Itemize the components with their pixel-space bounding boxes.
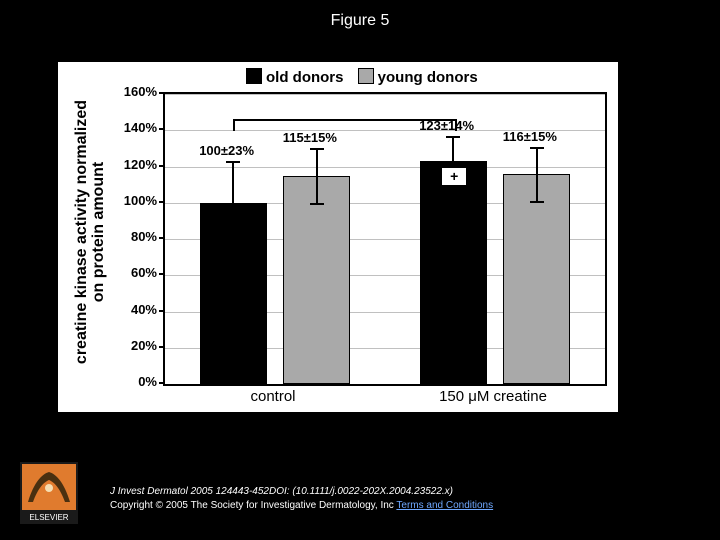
y-tick-label: 100% [115,193,157,208]
citation-line1: J Invest Dermatol 2005 124443-452DOI: (1… [110,485,493,499]
citation-footer: J Invest Dermatol 2005 124443-452DOI: (1… [110,485,493,512]
y-tick-mark [159,346,165,348]
figure-title: Figure 5 [0,0,720,36]
y-tick-mark [159,165,165,167]
terms-link[interactable]: Terms and Conditions [396,500,493,511]
grid-line [165,167,605,168]
svg-text:ELSEVIER: ELSEVIER [29,513,68,522]
chart-legend: old donors young donors [236,68,478,86]
legend-swatch-young [358,68,374,84]
y-tick-label: 20% [115,338,157,353]
y-tick-label: 120% [115,157,157,172]
error-cap [226,161,240,163]
y-tick-label: 160% [115,84,157,99]
x-category-label: control [213,388,333,405]
y-tick-mark [159,128,165,130]
error-cap [530,147,544,149]
grid-line [165,94,605,95]
error-cap [310,148,324,150]
bar [503,174,570,384]
plot-area: 100±23%115±15%123±14%+116±15% [163,92,607,386]
y-tick-label: 0% [115,374,157,389]
error-cap [530,201,544,203]
x-category-label: 150 μM creatine [433,388,553,405]
y-axis-label-line2: on protein amount [91,72,108,392]
error-cap [446,186,460,188]
legend-label-old: old donors [266,69,344,86]
y-tick-label: 40% [115,302,157,317]
y-tick-label: 140% [115,120,157,135]
y-tick-mark [159,273,165,275]
y-axis-label: creatine kinase activity normalized on p… [74,72,108,392]
error-cap [226,244,240,246]
y-tick-mark [159,310,165,312]
chart-container: creatine kinase activity normalized on p… [58,62,618,412]
y-tick-mark [159,201,165,203]
error-cap [310,203,324,205]
elsevier-logo: ELSEVIER [20,462,78,524]
bar-value-label: 100±23% [199,143,254,158]
y-tick-label: 60% [115,265,157,280]
bar [420,161,487,384]
significance-marker: + [441,167,467,186]
bar-value-label: 115±15% [283,130,337,145]
significance-bracket [233,119,457,131]
y-axis-label-line1: creatine kinase activity normalized [74,72,91,392]
y-tick-mark [159,92,165,94]
bar [283,176,350,384]
citation-line2: Copyright © 2005 The Society for Investi… [110,499,493,513]
error-cap [446,136,460,138]
legend-swatch-old [246,68,262,84]
bar-value-label: 116±15% [503,129,557,144]
error-bar [536,147,538,201]
error-bar [316,148,318,202]
y-tick-mark [159,237,165,239]
error-bar [232,161,234,244]
copyright-text: Copyright © 2005 The Society for Investi… [110,500,396,511]
y-tick-mark [159,382,165,384]
legend-label-young: young donors [378,69,478,86]
y-tick-label: 80% [115,229,157,244]
